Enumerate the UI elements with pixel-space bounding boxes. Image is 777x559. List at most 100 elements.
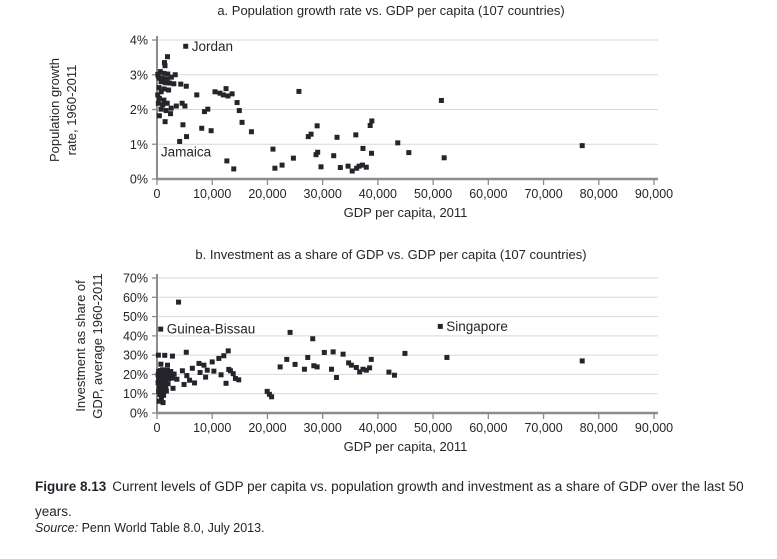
- data-point-b: [301, 366, 307, 372]
- x-tick-label-a: 70,000: [524, 187, 562, 201]
- y-tick-label-b: 20%: [123, 368, 148, 382]
- data-point-a: [161, 60, 167, 66]
- data-point-b: [363, 367, 369, 373]
- data-point-a: [308, 131, 314, 137]
- data-point-a: [296, 88, 302, 94]
- data-point-a: [162, 63, 168, 69]
- data-point-a: [160, 76, 166, 82]
- data-point-a: [367, 122, 373, 128]
- data-point-b: [201, 362, 207, 368]
- data-point-b: [284, 356, 290, 362]
- data-point-b: [156, 388, 162, 394]
- data-point-b: [340, 351, 346, 357]
- x-tick-label-a: 40,000: [359, 187, 397, 201]
- data-point-a: [248, 129, 254, 135]
- data-point-a: [305, 134, 311, 140]
- data-point-b: [357, 369, 363, 375]
- data-point-b: [218, 372, 224, 378]
- data-point-b: [310, 336, 316, 342]
- data-point-a: [171, 81, 177, 87]
- annotation-label-b: Guinea-Bissau: [167, 322, 256, 337]
- data-point-a: [164, 100, 170, 106]
- data-point-b: [223, 380, 229, 386]
- data-point-b: [156, 398, 162, 404]
- data-point-b: [579, 358, 585, 364]
- data-point-a: [156, 95, 162, 101]
- data-point-b: [163, 384, 169, 390]
- data-point-a: [182, 103, 188, 109]
- y-tick-label-b: 70%: [123, 272, 148, 286]
- data-point-a: [156, 113, 162, 119]
- data-point-b: [156, 384, 162, 390]
- data-point-a: [168, 111, 174, 117]
- data-point-b: [329, 366, 335, 372]
- data-point-b: [367, 365, 373, 371]
- chart-b-x-axis-title: GDP per capita, 2011: [343, 439, 468, 454]
- data-point-a: [179, 100, 185, 106]
- annotation-label-a: Jamaica: [161, 144, 212, 159]
- data-point-b: [232, 375, 238, 381]
- data-point-b: [391, 372, 397, 378]
- data-point-b: [163, 388, 169, 394]
- data-point-a: [208, 128, 214, 134]
- data-point-b: [160, 400, 166, 406]
- chart-b-y-axis-title: Investment as share of GDP, average 1960…: [72, 273, 106, 419]
- x-tick-label-a: 30,000: [304, 187, 342, 201]
- data-point-b: [314, 364, 320, 370]
- x-tick-label-a: 10,000: [193, 187, 231, 201]
- data-point-a: [162, 80, 168, 86]
- y-tick-label-b: 30%: [123, 349, 148, 363]
- data-point-b: [346, 360, 352, 366]
- data-point-b: [330, 349, 336, 355]
- annotation-label-b: Singapore: [446, 319, 508, 334]
- data-point-b: [184, 373, 190, 379]
- data-point-a: [156, 85, 162, 91]
- data-point-b: [292, 361, 298, 367]
- data-point-a: [180, 122, 186, 128]
- data-point-a: [239, 119, 245, 125]
- data-point-b: [165, 381, 171, 387]
- data-point-b: [221, 353, 227, 359]
- data-point-a: [201, 109, 207, 115]
- data-point-a: [160, 102, 166, 108]
- data-point-b: [204, 367, 210, 373]
- data-point-a: [168, 105, 174, 111]
- data-point-b: [167, 372, 173, 378]
- data-point-b: [311, 363, 317, 369]
- data-point-b: [166, 376, 172, 382]
- data-point-b: [155, 352, 161, 358]
- chart-a-x-axis-title: GDP per capita, 2011: [343, 205, 468, 220]
- data-point-a: [353, 132, 359, 138]
- data-point-a: [155, 100, 161, 106]
- data-point-b: [159, 376, 165, 382]
- data-point-b: [197, 370, 203, 375]
- data-point-b: [161, 392, 167, 398]
- y-tick-label-a: 4%: [130, 34, 148, 48]
- data-point-b: [189, 365, 195, 371]
- data-point-b: [161, 372, 167, 378]
- data-point-b: [264, 388, 270, 394]
- data-point-b: [162, 379, 168, 385]
- y-tick-label-b: 0%: [130, 407, 148, 421]
- figure-caption-label: Figure 8.13: [35, 479, 107, 494]
- data-point-b: [157, 391, 163, 397]
- data-point-b: [216, 355, 222, 361]
- data-point-b: [163, 370, 169, 376]
- data-point-a: [164, 54, 170, 60]
- data-point-a: [290, 155, 296, 161]
- data-point-b: [386, 369, 392, 375]
- x-tick-label-a: 0: [154, 187, 161, 201]
- data-point-b: [402, 350, 408, 356]
- data-point-a: [173, 103, 179, 109]
- data-point-b: [160, 385, 166, 391]
- data-point-b: [168, 369, 174, 375]
- data-point-a: [220, 92, 226, 98]
- data-point-a: [158, 106, 164, 112]
- data-point-a: [217, 90, 223, 96]
- data-point-a: [270, 146, 276, 152]
- data-point-a: [166, 87, 172, 93]
- data-point-a: [363, 164, 369, 170]
- data-point-b: [368, 356, 374, 362]
- y-tick-label-b: 40%: [123, 329, 148, 343]
- chart-a-title: a. Population growth rate vs. GDP per ca…: [217, 3, 565, 18]
